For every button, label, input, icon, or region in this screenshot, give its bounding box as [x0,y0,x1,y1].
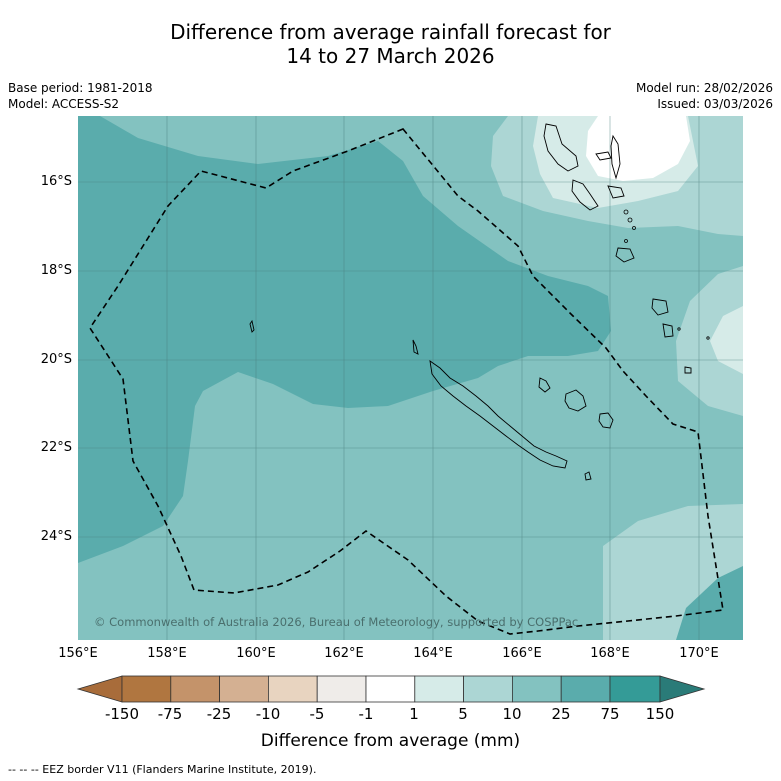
espiritu-santo [543,123,579,172]
colorbar-tick: 150 [645,705,675,723]
ouvea-island [538,377,551,393]
lat-label-18s: 18°S [40,263,72,278]
graticule [78,116,743,640]
colorbar-label: Difference from average (mm) [260,731,521,751]
colorbar-tick: 5 [458,705,468,723]
band-25-75-southeast [676,566,743,640]
title-line-2: 14 to 27 March 2026 [286,44,495,68]
colorbar-high-extend [659,675,706,703]
lon-label-160e: 160°E [236,646,276,661]
lifou-island [564,389,587,412]
ambrym [607,185,625,199]
lon-label-166e: 166°E [502,646,542,661]
lat-label-24s: 24°S [40,529,72,544]
band-5-10-east [676,266,743,416]
colorbar-segment-11 [609,675,661,703]
lon-label-158e: 158°E [147,646,187,661]
colorbar-tick: -25 [206,705,232,723]
colorbar [76,675,706,703]
lon-label-164e: 164°E [413,646,453,661]
pentecost [610,134,621,180]
colorbar-tick: 1 [409,705,419,723]
erromango [651,298,669,316]
colorbar-segment-10 [560,675,611,703]
tanna [662,323,674,338]
colorbar-segment-8 [463,675,513,703]
malekula [571,179,599,211]
mare-island [598,412,614,429]
aneityum [684,366,692,374]
colorbar-low-extend [76,675,123,703]
colorbar-tick: -75 [157,705,183,723]
colorbar-segment-7 [414,675,464,703]
colorbar-segment-5 [316,675,367,703]
lon-label-162e: 162°E [324,646,364,661]
colorbar-segment-4 [267,675,318,703]
vanuatu-small-islands [623,209,710,340]
model-run: Model run: 28/02/2026 [635,81,773,95]
eez-footnote: -- -- -- EEZ border V11 (Flanders Marine… [8,763,317,776]
run-info: Model run: 28/02/2026 Issued: 03/03/2026 [636,80,773,112]
eez-border [89,128,724,635]
lon-label-168e: 168°E [590,646,630,661]
title-line-1: Difference from average rainfall forecas… [170,20,611,44]
colorbar-tick: 75 [600,705,620,723]
efate [615,247,635,263]
colorbar-tick: -10 [255,705,281,723]
colorbar-tick: -1 [358,705,374,723]
map-title: Difference from average rainfall forecas… [0,20,781,68]
colorbar-tick: 25 [551,705,571,723]
belep-islands [412,339,419,355]
colorbar-segment-3 [219,675,269,703]
model-name: Model: ACCESS-S2 [8,97,120,111]
chesterfield-reef [249,319,255,333]
lat-label-16s: 16°S [40,174,72,189]
colorbar-segment-9 [511,675,562,703]
issued-date: Issued: 03/03/2026 [657,97,773,111]
isle-of-pines [584,471,592,481]
base-period: Base period: 1981-2018 [8,81,153,95]
rainfall-map: © Commonwealth of Australia 2026, Bureau… [78,116,743,640]
model-info: Base period: 1981-2018 Model: ACCESS-S2 [8,80,153,112]
colorbar-tick: -150 [104,705,140,723]
lat-label-22s: 22°S [40,440,72,455]
ambae [595,151,612,161]
lon-label-170e: 170°E [679,646,719,661]
new-caledonia-mainland [429,360,568,469]
colorbar-tick: -5 [309,705,325,723]
colorbar-segment-6 [365,675,416,703]
colorbar-segment-2 [170,675,221,703]
colorbar-segment-1 [121,675,172,703]
copyright-text: © Commonwealth of Australia 2026, Bureau… [94,615,578,629]
band-25-75-north [78,116,611,563]
lon-label-156e: 156°E [58,646,98,661]
band-1-5-east [710,306,743,374]
colorbar-tick: 10 [502,705,522,723]
lat-label-20s: 20°S [40,352,72,367]
